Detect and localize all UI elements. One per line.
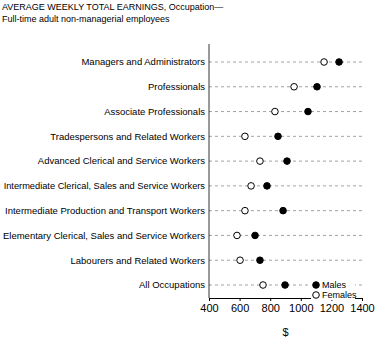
legend-label: Males: [322, 280, 347, 290]
marks: [234, 59, 343, 289]
tick: 1000: [289, 298, 313, 314]
dot: [237, 257, 244, 264]
grid-line: [209, 260, 362, 261]
tick-label: 800: [262, 302, 280, 314]
dot: [257, 257, 264, 264]
legend-marker: [313, 282, 320, 289]
tick-label: 600: [231, 302, 249, 314]
tick-mark: [362, 298, 363, 301]
legend: MalesFemales: [311, 280, 357, 300]
legend-marker: [313, 292, 320, 299]
dot: [260, 282, 267, 289]
dot: [242, 207, 249, 214]
x-axis-title: $: [282, 326, 288, 338]
series: [234, 59, 328, 289]
grid-line: [209, 136, 362, 137]
dot: [252, 232, 259, 239]
category-label: Tradespersons and Related Workers: [50, 131, 205, 142]
tick-mark: [240, 298, 241, 301]
tick-mark: [270, 298, 271, 301]
dot: [242, 133, 249, 140]
tick-label: 1200: [320, 302, 344, 314]
chart: AVERAGE WEEKLY TOTAL EARNINGS, Occupatio…: [0, 0, 378, 340]
dot: [305, 108, 312, 115]
series: [252, 59, 343, 289]
legend-background: [311, 280, 355, 290]
legend-label: Females: [322, 290, 357, 300]
category-label: Intermediate Clerical, Sales and Service…: [4, 181, 206, 191]
category-label: Professionals: [148, 81, 205, 92]
dot: [275, 133, 282, 140]
tick: 1400: [350, 298, 374, 314]
tick-label: 1400: [350, 302, 374, 314]
category-label: Intermediate Production and Transport Wo…: [5, 205, 205, 216]
tick: 800: [262, 298, 280, 314]
grid-line: [209, 111, 362, 112]
title: AVERAGE WEEKLY TOTAL EARNINGS, Occupatio…: [2, 2, 223, 12]
frame-line: [209, 44, 210, 298]
tick: 600: [231, 298, 249, 314]
dot: [234, 232, 241, 239]
tick: 1200: [320, 298, 344, 314]
category-label: Elementary Clerical, Sales and Service W…: [3, 230, 205, 241]
category-label: Advanced Clerical and Service Workers: [38, 155, 205, 166]
category-label: Labourers and Related Workers: [71, 255, 206, 266]
tick: 400: [200, 298, 218, 314]
tick-label: 400: [200, 302, 218, 314]
dot: [336, 59, 343, 66]
tick-mark: [209, 298, 210, 301]
dot: [314, 83, 321, 90]
subtitle: Full-time adult non-managerial employees: [2, 14, 170, 24]
dot: [321, 59, 328, 66]
dot: [280, 207, 287, 214]
category-label: All Occupations: [139, 279, 205, 290]
tick-mark: [301, 298, 302, 301]
grid-line: [209, 185, 362, 186]
x-axis: 400 600 800 1000 1200 1400: [200, 298, 374, 314]
dot: [248, 183, 255, 190]
grid-line: [209, 235, 362, 236]
dot: [291, 83, 298, 90]
category-label: Managers and Administrators: [81, 56, 205, 67]
dot: [282, 282, 289, 289]
dot: [264, 183, 271, 190]
grid: [209, 62, 362, 285]
dot: [272, 108, 279, 115]
dot: [284, 158, 291, 165]
grid-line: [209, 86, 362, 87]
category-labels: Managers and Administrators Professionals…: [3, 56, 205, 290]
dot: [257, 158, 264, 165]
category-label: Associate Professionals: [104, 106, 205, 117]
tick-label: 1000: [289, 302, 313, 314]
